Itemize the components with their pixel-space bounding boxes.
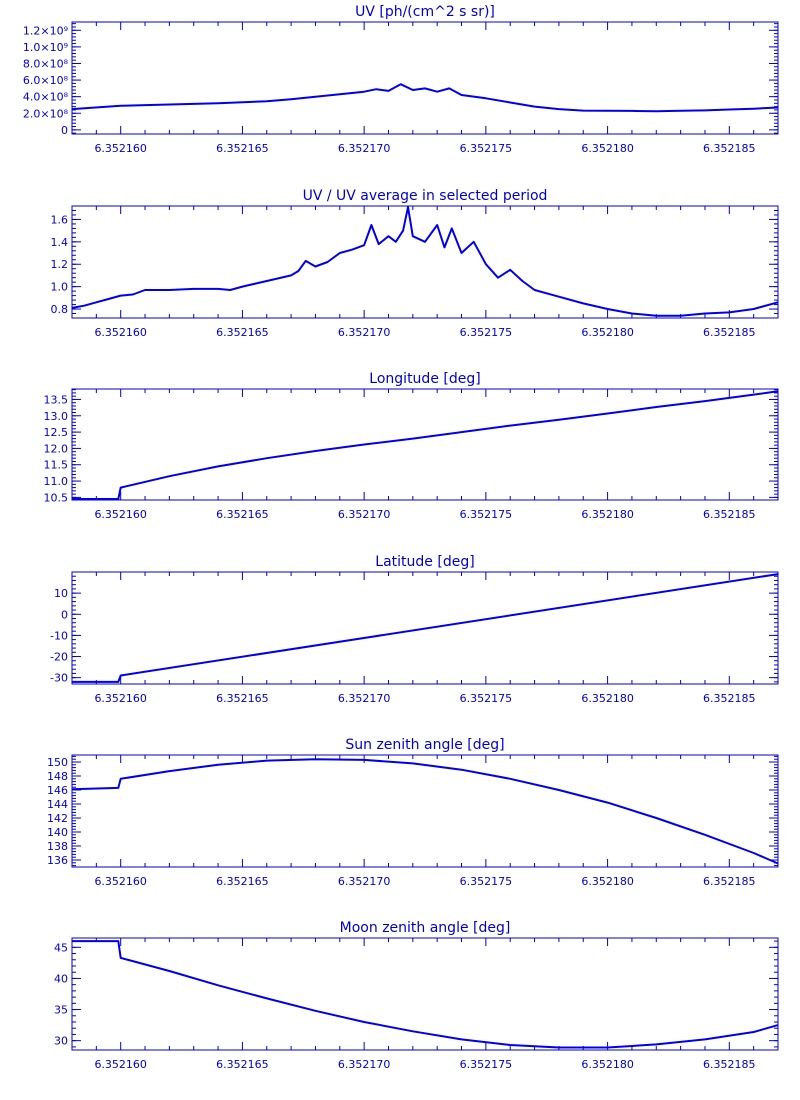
chart-panel-1: UV [ph/(cm^2 s sr)] 6.352160 6.352165 6.352… bbox=[23, 4, 779, 155]
plot-frame bbox=[71, 754, 779, 868]
y-tick-label: -30 bbox=[50, 672, 68, 685]
y-tick-label: 1.0×10⁹ bbox=[23, 41, 68, 54]
plot-frame bbox=[71, 388, 779, 501]
x-tick-label: 6.352170 bbox=[338, 692, 391, 705]
y-tick-label: 45 bbox=[54, 941, 68, 954]
x-tick-label: 6.352170 bbox=[338, 875, 391, 888]
x-tick-label: 6.352160 bbox=[94, 508, 147, 521]
x-tick-label: 6.352175 bbox=[460, 692, 513, 705]
y-tick-label: 2.0×10⁸ bbox=[23, 107, 69, 120]
x-tick-label: 6.352180 bbox=[581, 692, 634, 705]
y-tick-label: 12.5 bbox=[44, 426, 69, 439]
x-tick-label: 6.352170 bbox=[338, 326, 391, 339]
x-tick-label: 6.352170 bbox=[338, 508, 391, 521]
x-tick-label: 6.352185 bbox=[703, 692, 756, 705]
y-tick-label: 4.0×10⁸ bbox=[23, 91, 69, 104]
x-tick-label: 6.352180 bbox=[581, 1058, 634, 1071]
plot-frame bbox=[71, 205, 779, 319]
y-tick-label: 146 bbox=[47, 784, 68, 797]
y-tick-label: 1.4 bbox=[51, 236, 69, 249]
chart-panel-3: Longitude [deg] 6.352160 6.352165 6.352170 6… bbox=[44, 371, 779, 521]
x-tick-label: 6.352175 bbox=[460, 875, 513, 888]
x-tick-label: 6.352165 bbox=[216, 326, 269, 339]
y-tick-label: 35 bbox=[54, 1004, 68, 1017]
y-tick-label: 136 bbox=[47, 854, 68, 867]
chart-title: Sun zenith angle [deg] bbox=[345, 737, 504, 753]
x-tick-label: 6.352185 bbox=[703, 875, 756, 888]
x-tick-label: 6.352185 bbox=[703, 142, 756, 155]
y-tick-label: 148 bbox=[47, 770, 68, 783]
x-tick-label: 6.352160 bbox=[94, 692, 147, 705]
chart-panel-2: UV / UV average in selected period 6.3521… bbox=[51, 188, 779, 339]
y-tick-label: -20 bbox=[50, 651, 68, 664]
series-line bbox=[71, 758, 779, 865]
y-tick-label: 10 bbox=[54, 587, 68, 600]
y-tick-label: 13.0 bbox=[44, 410, 69, 423]
y-tick-label: 0.8 bbox=[51, 303, 69, 316]
y-tick-label: 138 bbox=[47, 840, 68, 853]
chart-title: UV [ph/(cm^2 s sr)] bbox=[355, 4, 495, 20]
y-tick-label: -10 bbox=[50, 629, 68, 642]
plot-frame bbox=[71, 937, 779, 1051]
y-tick-label: 11.0 bbox=[44, 475, 69, 488]
x-tick-label: 6.352165 bbox=[216, 142, 269, 155]
chart-title: UV / UV average in selected period bbox=[303, 188, 548, 204]
x-tick-label: 6.352175 bbox=[460, 1058, 513, 1071]
chart-title: Longitude [deg] bbox=[369, 371, 480, 387]
y-tick-label: 11.5 bbox=[44, 459, 69, 472]
y-tick-label: 40 bbox=[54, 972, 68, 985]
series-line bbox=[72, 390, 779, 500]
y-tick-label: 144 bbox=[47, 798, 68, 811]
plot-frame bbox=[71, 21, 779, 135]
y-tick-label: 8.0×10⁸ bbox=[23, 57, 69, 70]
y-tick-label: 10.5 bbox=[44, 491, 69, 504]
y-tick-label: 0 bbox=[61, 124, 68, 137]
y-tick-label: 12.0 bbox=[44, 442, 69, 455]
x-tick-label: 6.352165 bbox=[216, 508, 269, 521]
chart-panel-4: Latitude [deg] 6.352160 6.352165 6.352170 6.… bbox=[50, 554, 779, 705]
x-tick-label: 6.352170 bbox=[338, 1058, 391, 1071]
y-tick-label: 1.2 bbox=[51, 258, 69, 271]
y-tick-label: 6.0×10⁸ bbox=[23, 74, 69, 87]
series-line bbox=[72, 573, 779, 683]
x-tick-label: 6.352185 bbox=[703, 1058, 756, 1071]
y-tick-label: 150 bbox=[47, 756, 68, 769]
x-tick-label: 6.352185 bbox=[703, 326, 756, 339]
x-tick-label: 6.352180 bbox=[581, 508, 634, 521]
chart-panel-6: Moon zenith angle [deg] 6.352160 6.352165 6… bbox=[54, 920, 779, 1071]
y-tick-label: 1.0 bbox=[51, 281, 69, 294]
x-tick-label: 6.352170 bbox=[338, 142, 391, 155]
y-tick-label: 1.6 bbox=[51, 213, 69, 226]
x-tick-label: 6.352180 bbox=[581, 142, 634, 155]
plot-frame bbox=[71, 571, 779, 685]
chart-panel-5: Sun zenith angle [deg] 6.352160 6.352165 6.… bbox=[47, 737, 779, 888]
x-tick-label: 6.352180 bbox=[581, 326, 634, 339]
y-tick-label: 1.2×10⁹ bbox=[23, 24, 68, 37]
series-line bbox=[71, 206, 779, 317]
y-tick-label: 140 bbox=[47, 826, 68, 839]
chart-title: Moon zenith angle [deg] bbox=[340, 920, 511, 936]
y-tick-label: 0 bbox=[61, 608, 68, 621]
chart-title: Latitude [deg] bbox=[375, 554, 474, 570]
x-tick-label: 6.352185 bbox=[703, 508, 756, 521]
x-tick-label: 6.352165 bbox=[216, 1058, 269, 1071]
series-line bbox=[72, 940, 779, 1049]
x-tick-label: 6.352165 bbox=[216, 875, 269, 888]
x-tick-label: 6.352160 bbox=[94, 875, 147, 888]
x-tick-label: 6.352160 bbox=[94, 142, 147, 155]
x-tick-label: 6.352165 bbox=[216, 692, 269, 705]
x-tick-label: 6.352175 bbox=[460, 508, 513, 521]
x-tick-label: 6.352175 bbox=[460, 142, 513, 155]
x-tick-label: 6.352160 bbox=[94, 1058, 147, 1071]
x-tick-label: 6.352180 bbox=[581, 875, 634, 888]
series-line bbox=[71, 83, 779, 113]
x-tick-label: 6.352160 bbox=[94, 326, 147, 339]
y-tick-label: 30 bbox=[54, 1035, 68, 1048]
x-tick-label: 6.352175 bbox=[460, 326, 513, 339]
y-tick-label: 13.5 bbox=[44, 393, 69, 406]
y-tick-label: 142 bbox=[47, 812, 68, 825]
